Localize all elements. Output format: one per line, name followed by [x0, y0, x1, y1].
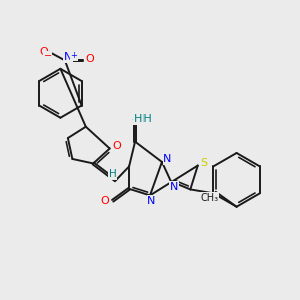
- Text: O: O: [85, 54, 94, 64]
- Text: N: N: [163, 154, 172, 164]
- Text: CH₃: CH₃: [201, 193, 219, 203]
- Text: S: S: [200, 158, 207, 167]
- Text: +: +: [70, 51, 77, 60]
- Text: O: O: [113, 141, 122, 151]
- Text: N: N: [170, 182, 178, 192]
- Text: N: N: [147, 196, 156, 206]
- Text: −: −: [44, 51, 52, 61]
- Text: NH: NH: [136, 114, 152, 124]
- Text: imino: imino: [132, 119, 136, 120]
- Text: N: N: [64, 52, 72, 62]
- Text: O: O: [100, 196, 109, 206]
- Text: O: O: [40, 47, 48, 57]
- Text: H: H: [109, 169, 116, 179]
- Text: H: H: [134, 114, 142, 124]
